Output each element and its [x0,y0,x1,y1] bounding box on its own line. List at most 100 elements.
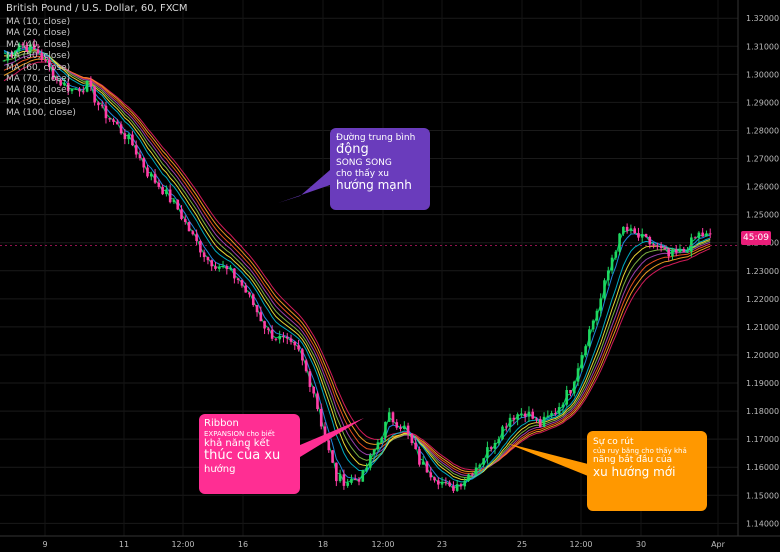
y-tick-label: 1.28000 [746,126,779,135]
candle-body [572,381,576,394]
candle-body [32,44,36,50]
candle-body [115,121,119,125]
x-tick-label: 23 [437,540,447,549]
candle-body [637,233,640,238]
candle-body [44,59,47,61]
candle-body [293,341,297,346]
candle-body [63,82,66,86]
candle-body [259,312,263,322]
candle-body [357,479,361,482]
candle-body [112,119,115,122]
candle-body [36,49,40,53]
candle-body [97,102,100,106]
candle-body [210,260,214,267]
candlesticks [2,39,712,494]
ma-line [3,51,711,479]
candle-body [323,426,327,441]
candle-body [659,246,663,248]
candle-body [493,442,497,449]
candle-body [550,413,553,416]
candle-body [384,421,387,438]
candle-body [66,82,70,92]
callout-parallel: Đường trung bình động SONG SONG cho thấy… [330,128,430,210]
x-tick-label: 12:00 [371,540,394,549]
candle-body [380,437,383,443]
candle-body [327,440,331,451]
candle-body [595,310,599,321]
candle-body [161,186,164,195]
ma-line [3,55,711,475]
callout-parallel-line5: hướng mạnh [336,177,412,192]
candle-body [142,158,146,168]
candle-body [346,482,349,486]
candle-body [489,447,493,449]
candle-body [682,248,686,252]
x-tick-label: 11 [119,540,129,549]
ma-line [3,48,711,483]
candle-body [391,412,395,423]
candle-body [376,442,380,450]
y-tick-label: 1.32000 [746,14,779,23]
candle-body [312,386,315,394]
candle-body [410,434,414,443]
candle-body [523,413,527,417]
candle-body [353,478,357,480]
candle-body [557,407,561,414]
candle-body [21,44,25,46]
candle-body [108,118,112,120]
candle-body [282,335,285,337]
candle-body [285,336,289,339]
candle-body [693,237,697,239]
ma-line [3,58,711,473]
candle-body [486,447,489,459]
indicator-label: MA (10, close) [6,17,71,27]
candle-body [25,45,28,52]
candle-body [17,44,21,51]
candle-body [640,233,644,238]
candle-body [644,233,648,238]
candle-body [350,478,353,483]
candle-body [603,280,606,299]
candle-body [610,257,614,271]
candle-body [180,209,183,220]
candle-body [29,44,32,52]
candle-body [418,449,421,465]
indicator-label: MA (50, close) [6,51,71,62]
ma-line [3,46,711,487]
y-tick-label: 1.20000 [746,351,779,360]
callout-expansion-line1: Ribbon [204,418,239,429]
indicator-label: MA (100, close) [6,108,76,119]
x-tick-label: 30 [636,540,646,549]
y-tick-label: 1.22000 [746,295,779,304]
candle-body [527,411,531,417]
callout-expansion-line2: EXPANSION cho biết [204,429,275,438]
candle-body [40,52,44,60]
candle-body [625,226,629,231]
callout-pointer-parallel [278,170,330,203]
candle-body [399,427,402,430]
candle-body [85,80,89,92]
candle-body [512,417,516,420]
callout-contraction-line3: năng bắt đầu của [593,455,673,466]
candle-body [576,368,580,382]
candle-body [263,321,266,329]
candle-body [459,484,463,487]
candle-body [251,294,255,306]
callout-contraction-line2: của ruy băng cho thấy khả [593,447,687,456]
candle-body [478,464,482,468]
y-tick-label: 1.15000 [746,491,779,500]
candle-body [580,355,584,369]
candle-body [267,328,270,330]
candle-body [51,66,55,80]
candle-body [697,232,701,238]
candle-body [482,458,485,465]
x-tick-label: Apr [711,540,726,549]
candle-body [225,265,229,270]
candle-body [82,91,85,93]
candle-body [372,449,376,455]
candle-body [70,89,74,92]
indicator-label: MA (70, close) [6,74,71,84]
indicator-label: MA (40, close) [6,39,71,50]
candle-body [705,233,708,237]
y-tick-label: 1.26000 [746,183,779,192]
